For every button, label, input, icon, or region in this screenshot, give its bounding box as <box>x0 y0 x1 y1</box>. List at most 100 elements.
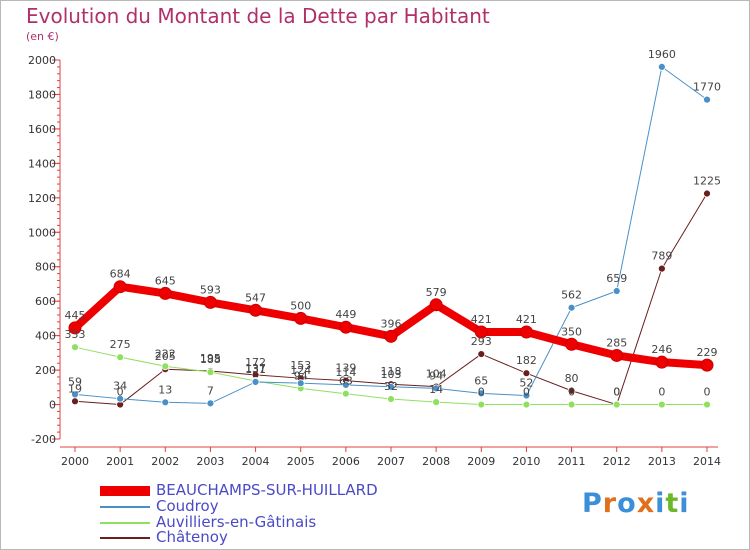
data-label: 124 <box>290 364 311 377</box>
data-label: 0 <box>613 386 620 399</box>
data-point <box>612 287 621 295</box>
data-label: 52 <box>519 377 533 390</box>
data-label: 1960 <box>648 48 676 61</box>
x-tick-label: 2009 <box>467 455 495 468</box>
data-label: 0 <box>523 386 530 399</box>
data-point <box>116 394 125 403</box>
data-point <box>68 321 82 335</box>
logo-letter: t <box>665 488 680 519</box>
data-point <box>522 391 531 400</box>
data-point <box>113 280 127 294</box>
data-label: 0 <box>704 386 711 399</box>
proxiti-logo: Proxiti <box>582 488 690 519</box>
data-point <box>339 320 353 334</box>
data-point <box>432 398 441 407</box>
legend-swatch-3 <box>100 537 150 539</box>
x-tick-label: 2006 <box>332 455 360 468</box>
x-tick-label: 2008 <box>422 455 450 468</box>
data-point <box>657 264 666 273</box>
chart-title: Evolution du Montant de la Dette par Hab… <box>26 4 490 28</box>
legend-label-1: Coudroy <box>156 497 219 515</box>
chart-subtitle: (en €) <box>26 30 59 43</box>
data-label: 205 <box>155 350 176 363</box>
data-label: 34 <box>113 380 127 393</box>
y-tick-label: 400 <box>35 330 56 343</box>
data-point <box>161 362 170 371</box>
data-point <box>657 62 666 71</box>
data-point <box>703 400 711 409</box>
data-label: 59 <box>68 375 82 388</box>
y-tick-label: 1000 <box>28 226 56 239</box>
data-label: 593 <box>200 283 221 296</box>
legend-label-2: Auvilliers-en-Gâtinais <box>156 513 317 531</box>
data-point <box>384 329 398 343</box>
y-tick-label: 200 <box>35 364 56 377</box>
data-label: 246 <box>651 343 672 356</box>
data-label: 421 <box>471 313 492 326</box>
data-label: 285 <box>606 336 627 349</box>
data-label: 137 <box>245 362 266 375</box>
data-point <box>703 189 711 198</box>
x-tick-label: 2000 <box>61 455 89 468</box>
data-label: 118 <box>381 365 402 378</box>
data-label: 1770 <box>693 81 721 94</box>
data-point <box>387 382 395 391</box>
x-tick-label: 2012 <box>603 455 631 468</box>
y-tick-label: 1800 <box>28 88 56 101</box>
data-point <box>432 384 441 393</box>
data-point <box>612 400 621 409</box>
data-label: 562 <box>561 289 582 302</box>
data-point <box>477 350 486 358</box>
data-point <box>71 390 79 399</box>
data-label: 32 <box>384 380 398 393</box>
data-label: 114 <box>335 366 356 379</box>
data-label: 229 <box>697 346 718 359</box>
data-point <box>522 400 531 409</box>
data-label: 153 <box>290 359 311 372</box>
data-point <box>522 369 531 378</box>
data-point <box>429 298 443 312</box>
data-label: 13 <box>158 383 172 396</box>
y-tick-label: 600 <box>35 295 56 308</box>
legend-label-3: Châtenoy <box>156 528 228 546</box>
data-label: 172 <box>245 356 266 369</box>
x-tick-label: 2001 <box>106 455 134 468</box>
data-label: 80 <box>565 372 579 385</box>
data-point <box>387 395 395 403</box>
y-tick-label: 1200 <box>28 192 56 205</box>
x-tick-label: 2014 <box>693 455 721 468</box>
data-label: 0 <box>613 386 620 399</box>
data-label: 222 <box>155 347 176 360</box>
data-point <box>703 95 711 104</box>
data-label: 293 <box>471 335 492 348</box>
data-point <box>477 400 486 409</box>
data-point <box>206 368 215 377</box>
data-label: 445 <box>65 309 86 322</box>
data-point <box>700 358 714 372</box>
x-tick-label: 2007 <box>377 455 405 468</box>
data-point <box>567 303 576 312</box>
data-point <box>610 348 624 362</box>
data-point <box>203 295 217 309</box>
data-label: 350 <box>561 325 582 338</box>
data-label: 547 <box>245 291 266 304</box>
data-label: 139 <box>335 362 356 375</box>
data-label: 0 <box>117 386 124 399</box>
y-tick-label: 800 <box>35 261 56 274</box>
x-tick-label: 2003 <box>196 455 224 468</box>
logo-letter: i <box>679 488 690 519</box>
data-label: 195 <box>200 352 221 365</box>
data-label: 1225 <box>693 175 721 188</box>
y-tick-label: 1600 <box>28 123 56 136</box>
logo-letter: P <box>582 488 603 519</box>
legend-label-0: BEAUCHAMPS-SUR-HUILLARD <box>156 481 378 499</box>
x-tick-label: 2010 <box>512 455 540 468</box>
data-label: 0 <box>658 386 665 399</box>
data-label: 396 <box>381 317 402 330</box>
data-label: 188 <box>200 353 221 366</box>
data-point <box>249 303 263 317</box>
data-point <box>251 378 260 386</box>
data-label: 65 <box>474 374 488 387</box>
x-tick-label: 2004 <box>242 455 270 468</box>
